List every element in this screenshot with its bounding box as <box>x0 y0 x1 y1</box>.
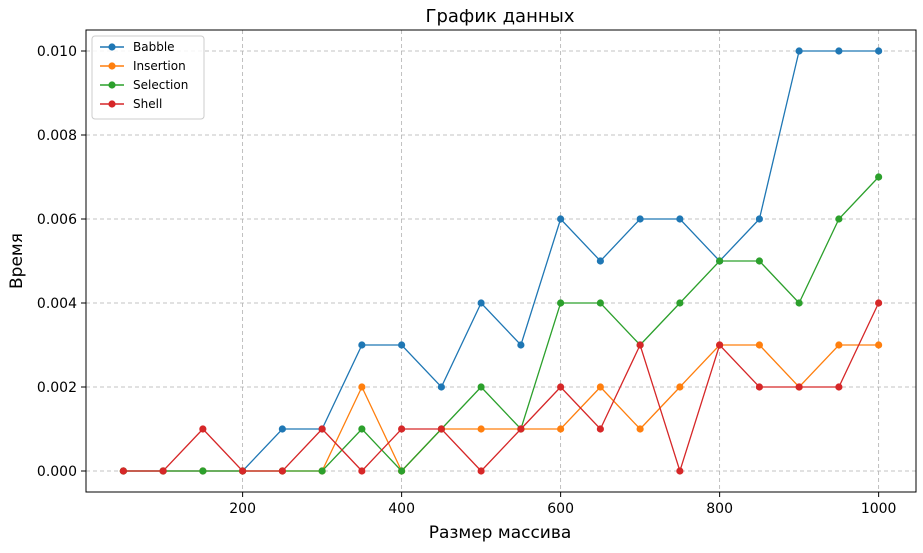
legend-marker-shell <box>108 100 116 108</box>
data-point-babble <box>358 341 366 349</box>
data-point-shell <box>716 341 724 349</box>
data-point-insertion <box>676 383 684 391</box>
axis-ticks: 200 400 600 800 1000 0.000 0.002 0.004 0.006 0.00… <box>37 44 897 517</box>
data-point-selection <box>875 173 883 181</box>
x-tick-label: 400 <box>388 501 415 517</box>
y-tick-label: 0.002 <box>37 380 77 396</box>
series-line-babble <box>123 50 879 472</box>
data-point-shell <box>239 467 247 475</box>
legend-item-shell: Shell <box>100 97 162 111</box>
data-point-selection <box>596 299 604 307</box>
x-axis-title: Размер массива <box>429 523 572 543</box>
data-point-selection <box>358 425 366 433</box>
data-point-babble <box>278 425 286 433</box>
data-point-selection <box>398 467 406 475</box>
data-point-shell <box>119 467 127 475</box>
legend-item-babble: Babble <box>100 40 175 54</box>
data-point-shell <box>676 467 684 475</box>
legend-label-babble: Babble <box>133 40 175 54</box>
series-layer <box>119 47 883 475</box>
data-point-selection <box>835 215 843 223</box>
data-point-selection <box>795 299 803 307</box>
data-point-selection <box>755 257 763 265</box>
data-point-babble <box>517 341 525 349</box>
data-point-insertion <box>875 341 883 349</box>
legend-marker-babble <box>108 43 116 51</box>
legend-marker-insertion <box>108 62 116 70</box>
data-point-shell <box>557 383 565 391</box>
series-line-shell <box>123 302 880 474</box>
data-point-babble <box>596 257 604 265</box>
data-point-shell <box>318 425 326 433</box>
data-point-shell <box>437 425 445 433</box>
legend: Babble Insertion Selection Shell <box>91 35 205 120</box>
data-point-insertion <box>755 341 763 349</box>
data-point-shell <box>278 467 286 475</box>
data-point-shell <box>795 383 803 391</box>
data-point-babble <box>437 383 445 391</box>
data-point-babble <box>636 215 644 223</box>
data-point-insertion <box>596 383 604 391</box>
data-point-babble <box>755 215 763 223</box>
data-point-shell <box>398 425 406 433</box>
plot-frame <box>85 29 917 493</box>
data-point-shell <box>875 299 883 307</box>
series-babble <box>119 47 883 475</box>
grid <box>86 30 916 492</box>
legend-label-insertion: Insertion <box>133 59 186 73</box>
data-point-selection <box>318 467 326 475</box>
y-tick-label: 0.000 <box>37 464 77 480</box>
data-point-shell <box>199 425 207 433</box>
data-point-shell <box>477 467 485 475</box>
data-point-insertion <box>477 425 485 433</box>
data-point-shell <box>358 467 366 475</box>
data-point-babble <box>477 299 485 307</box>
legend-box <box>91 35 205 120</box>
data-point-shell <box>636 341 644 349</box>
data-point-shell <box>755 383 763 391</box>
x-tick-label: 200 <box>229 501 256 517</box>
data-point-babble <box>795 47 803 55</box>
x-tick-label: 600 <box>547 501 574 517</box>
data-point-selection <box>199 467 207 475</box>
data-point-shell <box>159 467 167 475</box>
y-tick-label: 0.010 <box>37 44 77 60</box>
x-tick-label: 800 <box>706 501 733 517</box>
y-axis-title: Время <box>7 233 27 289</box>
data-point-insertion <box>636 425 644 433</box>
y-tick-label: 0.004 <box>37 296 77 312</box>
legend-marker-selection <box>108 81 116 89</box>
data-point-selection <box>557 299 565 307</box>
chart-title: График данных <box>426 6 575 27</box>
data-point-babble <box>835 47 843 55</box>
legend-item-insertion: Insertion <box>100 59 186 73</box>
legend-item-selection: Selection <box>100 78 188 92</box>
series-shell <box>119 299 883 475</box>
y-tick-label: 0.006 <box>37 212 77 228</box>
data-point-shell <box>517 425 525 433</box>
data-point-babble <box>875 47 883 55</box>
data-point-babble <box>398 341 406 349</box>
data-point-shell <box>835 383 843 391</box>
data-point-shell <box>596 425 604 433</box>
data-point-insertion <box>557 425 565 433</box>
data-point-babble <box>676 215 684 223</box>
data-point-insertion <box>835 341 843 349</box>
legend-label-selection: Selection <box>133 78 188 92</box>
y-tick-label: 0.008 <box>37 128 77 144</box>
data-point-selection <box>716 257 724 265</box>
data-point-babble <box>557 215 565 223</box>
data-point-selection <box>477 383 485 391</box>
data-point-insertion <box>358 383 366 391</box>
x-tick-label: 1000 <box>861 501 897 517</box>
data-point-selection <box>676 299 684 307</box>
legend-label-shell: Shell <box>133 97 162 111</box>
